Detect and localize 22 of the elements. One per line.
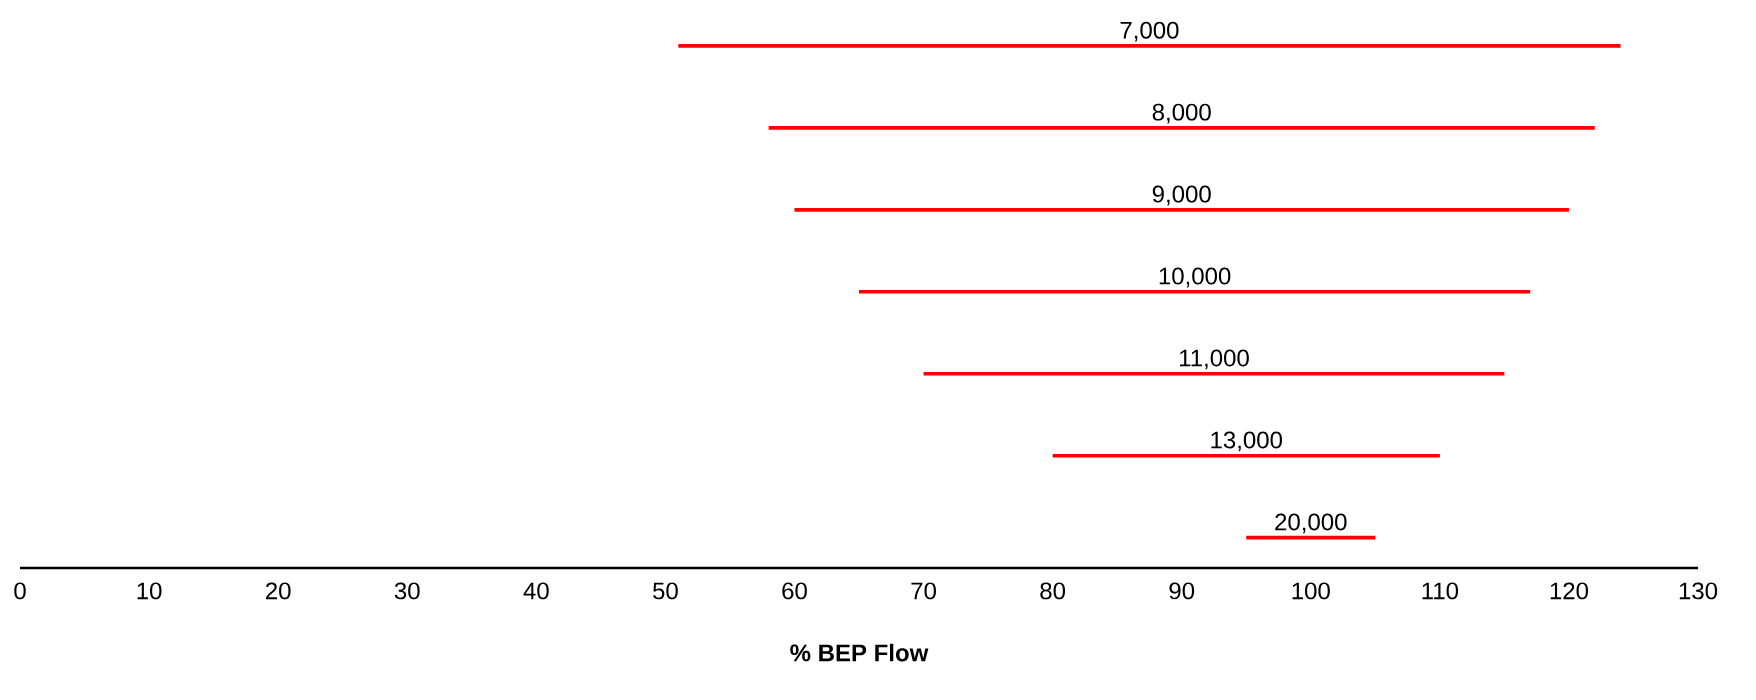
x-tick-label: 130 (1679, 582, 1718, 600)
x-tick-label: 0 (14, 582, 26, 600)
y-tick-label: 7,000 (1120, 21, 1179, 42)
x-tick-label: 60 (782, 582, 807, 600)
x-tick-label: 40 (523, 582, 549, 600)
x-tick-label: 30 (394, 582, 420, 600)
x-tick-label: 90 (1169, 582, 1195, 600)
x-tick-label: 70 (911, 582, 936, 600)
x-axis-title: % BEP Flow (790, 643, 929, 662)
x-tick-label: 50 (653, 582, 678, 600)
y-tick-label: 10,000 (1159, 267, 1231, 288)
y-tick-label: 8,000 (1152, 103, 1211, 124)
y-tick-label: 20,000 (1275, 513, 1347, 534)
x-tick-label: 120 (1550, 582, 1589, 600)
y-tick-label: 9,000 (1152, 185, 1211, 206)
x-tick-label: 10 (137, 582, 162, 600)
y-tick-label: 13,000 (1211, 431, 1283, 452)
x-tick-label: 20 (266, 582, 291, 600)
y-tick-label: 11,000 (1179, 349, 1249, 370)
x-tick-label: 110 (1422, 582, 1459, 600)
x-tick-label: 80 (1040, 582, 1066, 600)
x-tick-label: 100 (1292, 582, 1330, 600)
